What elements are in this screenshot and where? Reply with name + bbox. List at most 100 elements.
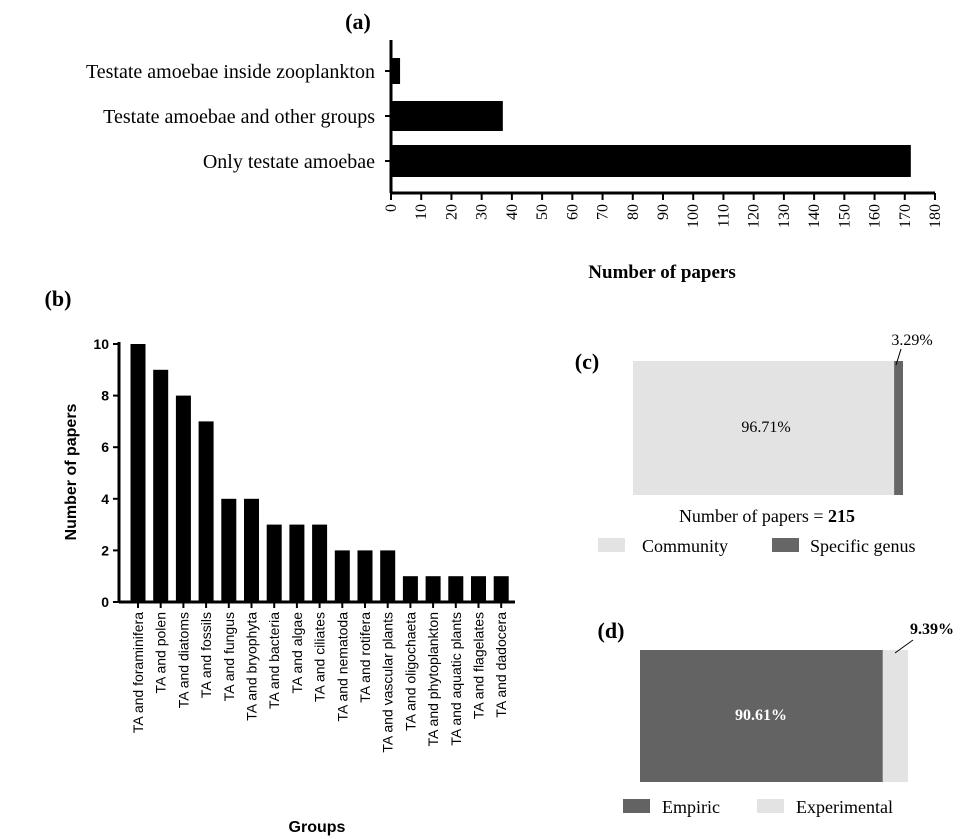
- category-label-b-ta-and-dadocera: TA and dadocera: [493, 612, 509, 718]
- x-tick-label-a: 150: [836, 204, 853, 228]
- panel-b-label: (b): [45, 286, 72, 311]
- bar-b-ta-and-oligochaeta: [402, 576, 418, 602]
- bar-b-ta-and-nematoda: [334, 550, 350, 602]
- panel-d-experimental-pct: 9.39%: [910, 621, 954, 638]
- bar-b-ta-and-dadocera: [493, 576, 509, 602]
- category-label-a-testate-amoebae-and-other-groups: Testate amoebae and other groups: [103, 106, 375, 128]
- y-tick-label-b: 4: [101, 491, 109, 507]
- panel-d-legend: Empiric Experimental: [623, 797, 893, 817]
- x-tick-label-a: 60: [564, 204, 581, 220]
- y-tick-label-b: 8: [101, 388, 109, 404]
- panel-c-pct-leader-line: [895, 348, 902, 366]
- panel-d: (d) 90.61% 9.39% Empiric Experimental: [598, 618, 954, 817]
- panel-b-axes: [117, 342, 515, 608]
- category-label-b-ta-and-vascular-plants: TA and vascular plants: [380, 612, 396, 753]
- panel-c-papers-count: Number of papers = 215: [679, 506, 855, 526]
- panel-c-legend-swatch-community: [598, 538, 625, 552]
- y-tick-label-b: 2: [101, 542, 109, 558]
- x-tick-label-a: 30: [474, 204, 491, 220]
- category-label-a-only-testate-amoebae: Only testate amoebae: [203, 151, 375, 173]
- y-tick-label-b: 0: [101, 594, 109, 610]
- bar-a-only-testate-amoebae: [391, 145, 911, 177]
- category-label-b-ta-and-bacteria: TA and bacteria: [266, 612, 282, 709]
- panel-c-community-pct: 96.71%: [741, 419, 790, 436]
- segment-c-community: [633, 361, 895, 495]
- x-tick-label-a: 70: [595, 204, 612, 220]
- panel-c-legend-community: Community: [642, 536, 728, 556]
- x-tick-label-a: 0: [383, 204, 400, 212]
- bar-a-testate-amoebae-inside-zooplankton: [391, 58, 401, 84]
- bar-b-ta-and-bacteria: [266, 524, 282, 602]
- x-tick-label-a: 10: [413, 204, 430, 220]
- bar-b-ta-and-vascular-plants: [380, 550, 396, 602]
- panel-a: (a) Testate amoebae inside zooplanktonTe…: [86, 9, 944, 283]
- segment-c-specific-genus: [894, 361, 903, 495]
- panel-a-bars: [391, 58, 911, 177]
- panel-d-legend-swatch-experimental: [757, 799, 784, 813]
- category-label-b-ta-and-phytoplankton: TA and phytoplankton: [425, 612, 441, 746]
- panel-c-stacked-bar: [633, 361, 903, 495]
- panel-d-stacked-bar: [640, 650, 908, 782]
- panel-b-y-ticks: 0 2 4 6 8 10: [93, 336, 119, 610]
- x-tick-label-a: 80: [625, 204, 642, 220]
- panel-c-legend-specific-genus: Specific genus: [810, 536, 915, 556]
- panel-c-legend-swatch-specific-genus: [772, 538, 799, 552]
- x-tick-label-a: 160: [867, 204, 884, 228]
- category-label-b-ta-and-diatoms: TA and diatoms: [175, 612, 191, 708]
- x-tick-label-a: 40: [504, 204, 521, 220]
- panel-b-y-axis-title: Number of papers: [63, 403, 80, 540]
- x-tick-label-a: 110: [715, 204, 732, 227]
- x-tick-label-a: 100: [685, 204, 702, 228]
- x-tick-label-a: 90: [655, 204, 672, 220]
- bar-b-ta-and-flagelates: [471, 576, 486, 602]
- bar-b-ta-and-foraminifera: [130, 344, 146, 602]
- bar-b-ta-and-ciliates: [312, 524, 328, 602]
- category-label-b-ta-and-algae: TA and algae: [289, 612, 305, 694]
- panel-d-legend-experimental: Experimental: [796, 797, 893, 817]
- panel-a-ticks: 0 10 20 30 40 50 60 70 80 90 100 110 120 130 140 150 160…: [383, 193, 944, 228]
- bar-b-ta-and-rotifera: [357, 550, 373, 602]
- panel-d-empiric-pct: 90.61%: [735, 707, 787, 724]
- category-label-b-ta-and-bryophyta: TA and bryophyta: [244, 612, 260, 721]
- x-tick-label-a: 170: [897, 204, 914, 228]
- panel-b-category-labels: TA and foraminifera TA and polen TA and di…: [130, 612, 509, 753]
- bar-b-ta-and-fossils: [198, 421, 214, 602]
- x-tick-label-a: 20: [443, 204, 460, 220]
- segment-d-empiric: [640, 650, 883, 782]
- segment-d-experimental: [882, 650, 908, 782]
- x-tick-label-a: 180: [927, 204, 944, 228]
- category-label-b-ta-and-fungus: TA and fungus: [221, 612, 237, 701]
- panel-b-bars: [130, 344, 509, 602]
- panel-d-legend-empiric: Empiric: [662, 797, 720, 817]
- x-tick-label-a: 120: [746, 204, 763, 228]
- panel-d-label: (d): [598, 618, 625, 643]
- panel-b-x-axis-title: Groups: [289, 819, 346, 836]
- y-tick-label-b: 10: [93, 336, 109, 352]
- bar-b-ta-and-bryophyta: [244, 498, 259, 602]
- category-label-b-ta-and-flagelates: TA and flagelates: [471, 612, 487, 719]
- panel-d-legend-swatch-empiric: [623, 799, 650, 813]
- x-tick-label-a: 130: [776, 204, 793, 228]
- bar-b-ta-and-diatoms: [175, 395, 191, 602]
- panel-c-legend: Community Specific genus: [598, 536, 915, 556]
- x-tick-label-a: 50: [534, 204, 551, 220]
- y-tick-label-b: 6: [101, 439, 109, 455]
- bar-b-ta-and-phytoplankton: [425, 576, 441, 602]
- panel-c-label: (c): [575, 349, 599, 374]
- panel-a-label: (a): [345, 9, 371, 34]
- category-label-b-ta-and-foraminifera: TA and foraminifera: [130, 612, 146, 733]
- x-tick-label-a: 140: [806, 204, 823, 228]
- category-label-b-ta-and-rotifera: TA and rotifera: [357, 612, 373, 703]
- category-label-b-ta-and-fossils: TA and fossils: [198, 612, 214, 698]
- panel-c-papers-count-prefix: Number of papers =: [679, 506, 828, 526]
- panel-a-category-labels: Testate amoebae inside zooplankton Testat…: [86, 61, 375, 173]
- panel-b: (b) 0 2 4 6 8 10 TA and foraminifera TA and po…: [45, 286, 515, 836]
- category-label-a-testate-amoebae-inside-zooplankton: Testate amoebae inside zooplankton: [86, 61, 375, 83]
- category-label-b-ta-and-aquatic-plants: TA and aquatic plants: [448, 612, 464, 746]
- category-label-b-ta-and-polen: TA and polen: [153, 612, 169, 693]
- bar-b-ta-and-aquatic-plants: [448, 576, 464, 602]
- panel-c: (c) 96.71% 3.29% Number of papers = 215 …: [575, 332, 933, 556]
- panel-c-papers-count-value: 215: [828, 506, 855, 526]
- panel-d-pct-leader-line: [894, 639, 914, 654]
